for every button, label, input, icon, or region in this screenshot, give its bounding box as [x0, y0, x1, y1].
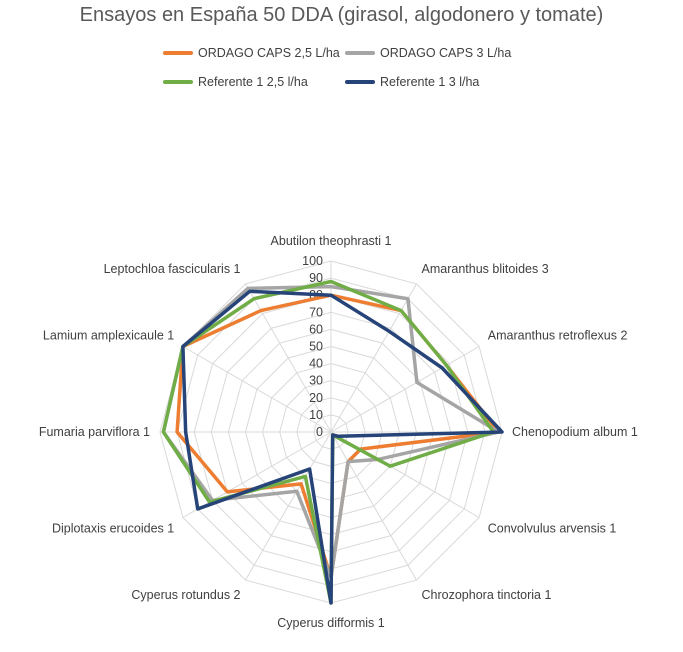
radial-tick-label: 70 — [309, 305, 323, 319]
category-label: Convolvulus arvensis 1 — [488, 522, 617, 536]
category-label: Cyperus difformis 1 — [277, 616, 384, 630]
category-label: Cyperus rotundus 2 — [131, 588, 240, 602]
radial-tick-label: 10 — [309, 408, 323, 422]
category-label: Leptochloa fascicularis 1 — [104, 262, 241, 276]
radial-tick-label: 100 — [302, 254, 323, 268]
legend-label: ORDAGO CAPS 2,5 L/ha — [198, 46, 340, 60]
radial-tick-label: 30 — [309, 374, 323, 388]
category-label: Amaranthus retroflexus 2 — [488, 329, 628, 343]
grid-spoke — [330, 346, 480, 433]
radial-tick-label: 60 — [309, 322, 323, 336]
radial-tick-label: 40 — [309, 357, 323, 371]
grid-spoke — [330, 283, 417, 433]
legend-swatch — [345, 51, 375, 55]
grid-spoke — [245, 283, 332, 433]
radial-tick-label: 90 — [309, 271, 323, 285]
category-label: Chenopodium album 1 — [512, 425, 638, 439]
series-line — [181, 289, 504, 605]
category-label: Abutilon theophrasti 1 — [271, 234, 392, 248]
radial-tick-label: 50 — [309, 340, 323, 354]
legend-item-ordago-3: ORDAGO CAPS 3 L/ha — [345, 46, 511, 60]
category-label: Chrozophora tinctoria 1 — [422, 588, 552, 602]
radial-tick-label: 0 — [316, 425, 323, 439]
category-label: Diplotaxis erucoides 1 — [52, 522, 174, 536]
legend-label: Referente 1 2,5 l/ha — [198, 75, 308, 89]
legend-label: ORDAGO CAPS 3 L/ha — [380, 46, 512, 60]
legend-label: Referente 1 3 l/ha — [380, 75, 480, 89]
legend-item-referente-3: Referente 1 3 l/ha — [345, 75, 479, 89]
category-label: Lamium amplexicaule 1 — [43, 329, 174, 343]
category-label: Fumaria parviflora 1 — [39, 425, 150, 439]
grid-spoke — [182, 346, 332, 433]
chart-title: Ensayos en España 50 DDA (girasol, algod… — [79, 4, 604, 26]
legend-item-ordago-2-5: ORDAGO CAPS 2,5 L/ha — [163, 46, 340, 60]
grid-spoke — [245, 431, 332, 581]
radial-tick-label: 20 — [309, 391, 323, 405]
legend-swatch — [163, 80, 193, 84]
legend-swatch — [163, 51, 193, 55]
legend-swatch — [345, 80, 375, 84]
grid-spoke — [182, 431, 332, 518]
grid-spoke — [330, 431, 417, 581]
legend-item-referente-2-5: Referente 1 2,5 l/ha — [163, 75, 308, 89]
category-label: Amaranthus blitoides 3 — [422, 262, 549, 276]
